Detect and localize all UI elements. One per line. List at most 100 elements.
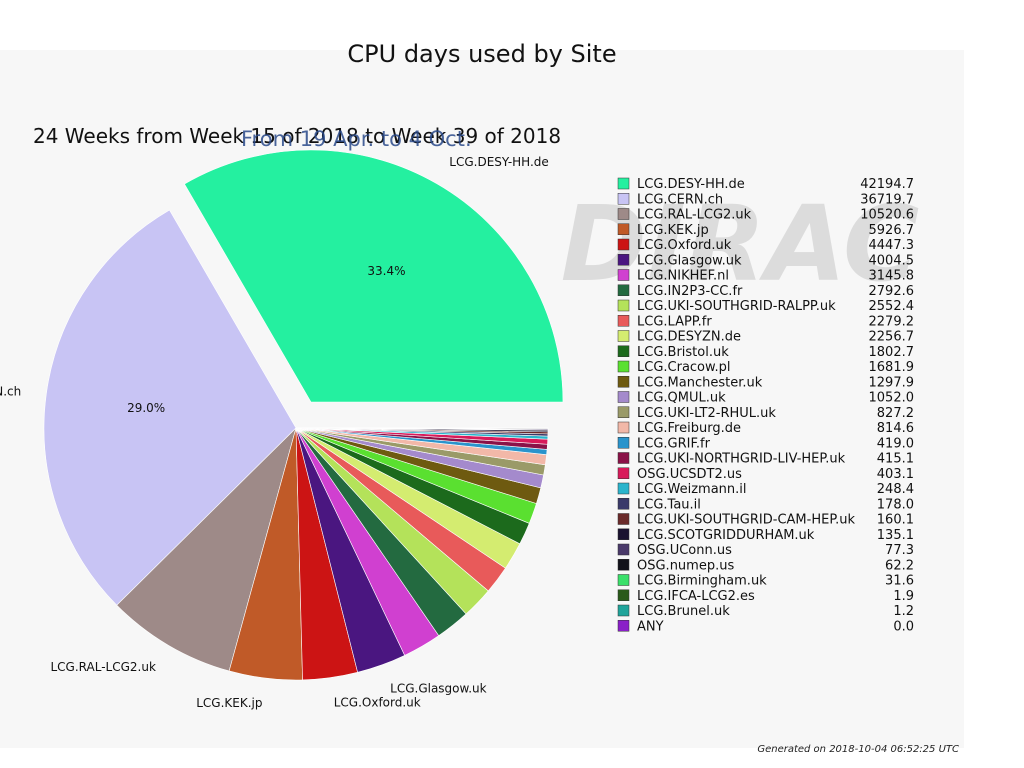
generated-timestamp: Generated on 2018-10-04 06:52:25 UTC [757, 744, 959, 755]
legend-swatch [617, 543, 630, 556]
legend-swatch [617, 574, 630, 586]
legend-label: ANY [637, 619, 664, 634]
legend-swatch [617, 391, 630, 403]
legend-value: 31.6 [885, 574, 914, 589]
legend-swatch [617, 589, 630, 601]
legend-label: LCG.RAL-LCG2.uk [637, 208, 752, 223]
legend-value: 3145.8 [869, 269, 915, 284]
legend-swatch [617, 223, 630, 235]
legend-swatch [617, 238, 630, 251]
legend-value: 1681.9 [869, 360, 915, 375]
legend-value: 42194.7 [860, 177, 914, 192]
legend-label: LCG.Birmingham.uk [637, 574, 767, 589]
legend-label: LCG.Freiburg.de [637, 421, 741, 436]
slice-lcg-desy-hh-de [184, 149, 564, 403]
legend-value: 2552.4 [869, 299, 915, 314]
legend-swatch [617, 360, 630, 373]
legend-label: LCG.Brunel.uk [637, 604, 730, 619]
legend-label: LCG.GRIF.fr [637, 436, 711, 451]
legend-value: 1.9 [893, 589, 914, 604]
legend-label: LCG.NIKHEF.nl [637, 269, 729, 284]
legend-swatch [617, 315, 630, 327]
legend-label: LCG.UKI-SOUTHGRID-RALPP.uk [637, 299, 836, 314]
legend-value: 178.0 [877, 497, 914, 512]
legend-label: LCG.Weizmann.il [637, 482, 747, 497]
legend-swatch [617, 421, 630, 434]
legend-label: LCG.UKI-NORTHGRID-LIV-HEP.uk [637, 452, 846, 467]
legend-label: LCG.Bristol.uk [637, 345, 729, 360]
legend-value: 77.3 [885, 543, 914, 558]
legend-label: LCG.Manchester.uk [637, 375, 763, 390]
legend-swatch [617, 376, 630, 388]
legend-value: 1.2 [893, 604, 914, 619]
legend-value: 4447.3 [869, 238, 915, 253]
legend-label: LCG.DESYZN.de [637, 330, 741, 345]
legend-swatch [617, 284, 630, 296]
legend-label: OSG.numep.us [637, 558, 734, 573]
legend-swatch [617, 528, 630, 540]
slice-pct-label: 33.4% [367, 264, 405, 278]
date-range-label: From 19 Apr. to 4 Oct. [241, 127, 472, 151]
legend-swatch [617, 299, 630, 312]
legend-label: LCG.IN2P3-CC.fr [637, 284, 743, 299]
legend-swatch [617, 345, 630, 357]
legend-value: 135.1 [877, 528, 914, 543]
chart-title: CPU days used by Site [347, 40, 617, 68]
slice-outer-label: LCG.KEK.jp [196, 696, 262, 710]
legend-value: 0.0 [893, 619, 914, 634]
legend-label: LCG.QMUL.uk [637, 391, 726, 406]
legend-swatch [617, 559, 630, 571]
legend-label: LCG.KEK.jp [637, 223, 709, 238]
legend-swatch [617, 177, 630, 190]
legend-value: 2256.7 [869, 330, 915, 345]
legend-value: 419.0 [877, 436, 914, 451]
legend-value: 814.6 [877, 421, 914, 436]
legend-value: 827.2 [877, 406, 914, 421]
legend-label: OSG.UCSDT2.us [637, 467, 742, 482]
legend-swatch [617, 269, 630, 281]
legend-value: 160.1 [877, 513, 914, 528]
legend-value: 1052.0 [869, 391, 915, 406]
slice-outer-label: LCG.Oxford.uk [334, 696, 421, 710]
legend-swatch [617, 193, 630, 205]
legend-value: 62.2 [885, 558, 914, 573]
legend-swatch [617, 452, 630, 464]
legend-swatch [617, 254, 630, 266]
legend-label: LCG.UKI-SOUTHGRID-CAM-HEP.uk [637, 513, 856, 528]
legend-swatch [617, 513, 630, 525]
legend-label: LCG.LAPP.fr [637, 314, 712, 329]
legend-label: OSG.UConn.us [637, 543, 732, 558]
legend-label: LCG.Glasgow.uk [637, 253, 742, 268]
slice-pct-label: 29.0% [127, 401, 165, 415]
pie-labels: 33.4% LCG.DESY-HH.de 29.0% LCG.CERN.ch LCG.R… [0, 155, 549, 710]
legend-value: 1297.9 [869, 375, 915, 390]
legend-value: 415.1 [877, 452, 914, 467]
legend: LCG.DESY-HH.de 42194.7 LCG.CERN.ch 36719.7 L… [617, 177, 915, 634]
legend-value: 4004.5 [869, 253, 915, 268]
slice-lcg-ral-lcg2-uk [116, 426, 297, 672]
slice-outer-label: LCG.DESY-HH.de [449, 155, 549, 169]
legend-label: LCG.SCOTGRIDDURHAM.uk [637, 528, 815, 543]
legend-swatch [617, 437, 630, 449]
slice-lcg-cern-ch [43, 209, 297, 606]
legend-value: 248.4 [877, 482, 914, 497]
legend-label: LCG.Tau.il [637, 497, 701, 512]
legend-label: LCG.CERN.ch [637, 192, 723, 207]
legend-value: 10520.6 [860, 208, 914, 223]
slice-outer-label: LCG.RAL-LCG2.uk [50, 660, 155, 674]
legend-swatch [617, 467, 630, 479]
legend-swatch [617, 330, 630, 342]
legend-swatch [617, 208, 630, 220]
legend-label: LCG.Cracow.pl [637, 360, 730, 375]
legend-swatch [617, 482, 630, 495]
legend-swatch [617, 604, 630, 617]
legend-label: LCG.DESY-HH.de [637, 177, 745, 192]
legend-value: 5926.7 [869, 223, 915, 238]
legend-value: 2792.6 [869, 284, 915, 299]
legend-label: LCG.IFCA-LCG2.es [637, 589, 755, 604]
legend-value: 36719.7 [860, 192, 914, 207]
legend-swatch [617, 620, 630, 632]
legend-swatch [617, 406, 630, 418]
legend-label: LCG.Oxford.uk [637, 238, 732, 253]
